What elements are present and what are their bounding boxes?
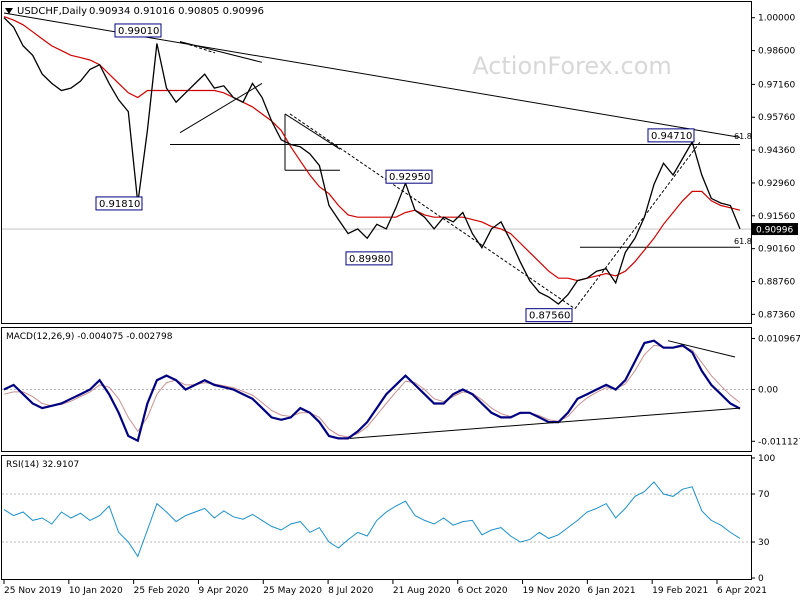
price-annotation-box [525, 308, 573, 323]
sma-line [3, 16, 741, 282]
wedge-upper-line [284, 113, 341, 150]
price-annotation-box [95, 196, 143, 211]
x-tick-label: 19 Feb 2021 [652, 586, 708, 596]
macd-support-trendline [349, 407, 741, 439]
price-annotation-box [647, 128, 695, 143]
rsi-y-tick-label: 100 [758, 454, 775, 464]
x-tick-label: 25 Nov 2019 [4, 586, 62, 596]
macd-y-tick-label: 0.00 [758, 386, 778, 396]
price-y-tick-label: 0.94360 [758, 146, 795, 156]
price-y-tick-label: 0.91560 [758, 212, 795, 222]
x-tick-label: 10 Jan 2020 [69, 586, 123, 596]
x-tick-label: 6 Jan 2021 [587, 586, 635, 596]
price-annotation-label: 0.91810 [99, 199, 140, 210]
watermark: ActionForex.com [472, 52, 672, 80]
price-annotation-label: 0.99010 [118, 26, 159, 37]
macd-y-tick-label: 0.010967 [758, 335, 800, 345]
current-price-tag [752, 223, 798, 236]
macd-y-axis: 0.010967 0.00 -0.011127 [2, 335, 800, 447]
price-annotation: 0.99010 [114, 23, 162, 38]
rsi-y-tick-label: 0 [758, 574, 764, 584]
x-tick-label: 21 Aug 2020 [393, 586, 451, 596]
macd-title: MACD(12,26,9) -0.004075 -0.002798 [6, 332, 173, 342]
rsi-title: RSI(14) 32.9107 [6, 460, 79, 470]
price-annotation-label: 0.89980 [349, 254, 390, 265]
symbol-label: USDCHF,Daily [17, 6, 87, 17]
price-annotations: 0.99010 0.91810 0.89980 0.92950 0.87560 0.947… [95, 23, 752, 323]
price-y-tick-label: 0.98600 [758, 47, 795, 57]
macd-y-tick-label: -0.011127 [758, 437, 800, 447]
price-annotation: 0.87560 [525, 308, 573, 323]
x-axis: 25 Nov 2019 10 Jan 2020 25 Feb 2020 9 Apr 2… [3, 580, 767, 596]
price-line [3, 17, 741, 305]
price-y-tick-label: 0.88760 [758, 278, 795, 288]
triangle-dashed-line [179, 41, 216, 54]
price-annotation-label: 0.94710 [651, 131, 692, 142]
rsi-y-tick-label: 70 [758, 490, 770, 500]
rsi-series [3, 481, 741, 558]
price-y-axis: 1.00000 0.98600 0.97160 0.95760 0.94360 0.929… [2, 14, 798, 320]
triangle-upper-line [179, 41, 263, 63]
x-tick-label: 25 May 2020 [263, 586, 322, 596]
rsi-y-tick-label: 30 [758, 538, 770, 548]
price-annotation: 0.91810 [95, 196, 143, 211]
macd-series [3, 339, 741, 443]
price-y-tick-label: 1.00000 [758, 14, 795, 24]
price-annotation-box [345, 251, 393, 266]
price-annotation: 0.94710 [647, 128, 695, 143]
price-annotation: 0.92950 [385, 169, 433, 184]
fib-level-label: 61.8 [734, 132, 752, 141]
price-annotation-label: 0.87560 [529, 311, 570, 322]
x-tick-label: 19 Nov 2020 [523, 586, 581, 596]
chart-menu-icon[interactable] [5, 8, 13, 14]
price-annotation-box [385, 169, 433, 184]
price-y-tick-label: 0.87360 [758, 310, 795, 320]
x-tick-label: 25 Feb 2020 [134, 586, 190, 596]
price-annotation-label: 0.92950 [389, 172, 430, 183]
x-tick-label: 6 Apr 2021 [717, 586, 767, 596]
rsi-y-axis: 100 70 30 0 [2, 454, 775, 584]
x-tick-label: 8 Jul 2020 [328, 586, 373, 596]
ohlc-readout: 0.90934 0.91016 0.90805 0.90996 [89, 6, 264, 17]
chart-header: USDCHF,Daily 0.90934 0.91016 0.90805 0.9… [5, 6, 264, 17]
rsi-line [3, 481, 741, 558]
rsi-panel-frame [1, 455, 752, 580]
macd-resistance-trendline [667, 340, 736, 358]
x-tick-label: 9 Apr 2020 [198, 586, 248, 596]
price-series [3, 16, 741, 305]
price-annotation-box [114, 23, 162, 38]
x-tick-label: 6 Oct 2020 [458, 586, 508, 596]
price-y-tick-label: 0.90160 [758, 245, 795, 255]
price-y-tick-label: 0.92960 [758, 179, 795, 189]
price-y-tick-label: 0.97160 [758, 80, 795, 90]
price-panel-frame [1, 1, 752, 324]
current-price-label: 0.90996 [756, 226, 793, 236]
macd-line [3, 339, 741, 443]
price-y-tick-label: 0.95760 [758, 113, 795, 123]
fib-level-label: 61.8 [734, 237, 752, 246]
price-annotation: 0.89980 [345, 251, 393, 266]
